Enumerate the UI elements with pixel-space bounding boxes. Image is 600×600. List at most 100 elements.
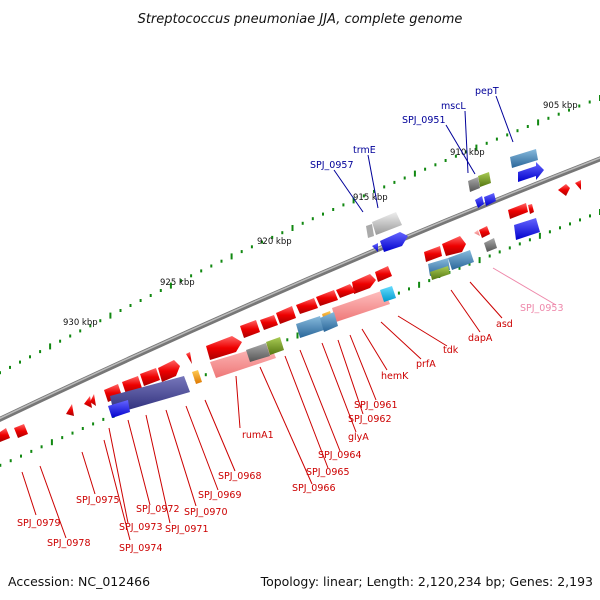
gene-pink-small[interactable] xyxy=(474,230,480,236)
scale-tick xyxy=(89,324,92,328)
gene-red-arrow-c[interactable] xyxy=(336,284,356,298)
gene-red-arrow-i[interactable] xyxy=(206,336,242,360)
gene-red-arrow-2[interactable] xyxy=(575,180,581,190)
gene-label-SPJ_0965[interactable]: SPJ_0965 xyxy=(306,467,350,478)
gene-red-arrow-a[interactable] xyxy=(352,274,376,294)
gene-label-SPJ_0966[interactable]: SPJ_0966 xyxy=(292,483,336,494)
gene-red-edge[interactable] xyxy=(0,428,10,442)
scale-labels: 905 kbp 910 kbp 915 kbp 920 kbp 925 kbp … xyxy=(63,101,578,328)
gene-steel-box-2[interactable] xyxy=(448,250,474,270)
gene-label-SPJ_0974[interactable]: SPJ_0974 xyxy=(119,543,163,554)
scale-tick xyxy=(588,100,591,104)
gene-label-SPJ_0970[interactable]: SPJ_0970 xyxy=(184,507,228,518)
gene-red-far-left[interactable] xyxy=(14,424,28,438)
gene-label-SPJ_0961[interactable]: SPJ_0961 xyxy=(354,400,398,411)
gene-red-arrow-g[interactable] xyxy=(260,315,278,330)
gene-red-box-2[interactable] xyxy=(528,204,534,214)
scale-tick xyxy=(92,422,95,426)
gene-label-trmE[interactable]: trmE xyxy=(353,145,376,156)
gene-label-SPJ_0971[interactable]: SPJ_0971 xyxy=(165,524,209,535)
map-title: Streptococcus pneumoniae JJA, complete g… xyxy=(138,12,463,27)
gene-pepT-arrow[interactable] xyxy=(518,162,544,182)
gene-red-arrow-h[interactable] xyxy=(240,320,260,338)
gene-red-box-asd[interactable] xyxy=(424,246,442,262)
gene-label-hemK[interactable]: hemK xyxy=(381,371,409,382)
gene-label-SPJ_0975[interactable]: SPJ_0975 xyxy=(76,495,120,506)
scale-tick xyxy=(61,436,64,440)
gene-blue-box-1[interactable] xyxy=(514,218,540,240)
gene-label-SPJ_0973[interactable]: SPJ_0973 xyxy=(119,522,163,533)
gene-mscL-gray[interactable] xyxy=(468,177,480,192)
gene-label-SPJ_0957[interactable]: SPJ_0957 xyxy=(310,160,354,171)
gene-label-glyA[interactable]: glyA xyxy=(348,432,369,443)
gene-label-asd[interactable]: asd xyxy=(496,319,513,330)
gene-label-dapA[interactable]: dapA xyxy=(468,333,493,344)
gene-gray-small-2[interactable] xyxy=(484,238,497,252)
gene-red-box-1[interactable] xyxy=(508,203,528,219)
gene-label-SPJ_0953[interactable]: SPJ_0953 xyxy=(520,303,564,314)
scale-tick xyxy=(190,274,193,278)
gene-red-arrow-k[interactable] xyxy=(140,368,160,386)
scale-tick xyxy=(261,240,263,244)
scale-tick xyxy=(488,254,491,258)
gene-blue-small-1[interactable] xyxy=(475,196,484,208)
gene-blue-small-2[interactable] xyxy=(484,193,496,206)
gene-label-tdk[interactable]: tdk xyxy=(443,345,459,356)
gene-navy-long[interactable] xyxy=(110,376,190,414)
gene-red-arrow-e[interactable] xyxy=(296,298,318,314)
scale-tick xyxy=(403,176,406,180)
genome-backbone-highlight xyxy=(0,157,600,420)
gene-olive-strip[interactable] xyxy=(430,266,450,280)
gene-label-SPJ_0979[interactable]: SPJ_0979 xyxy=(17,518,61,529)
gene-gray-mid[interactable] xyxy=(246,343,270,362)
gene-pink-long[interactable] xyxy=(332,290,390,322)
gene-blue-left[interactable] xyxy=(108,400,130,418)
scale-tick xyxy=(537,119,540,126)
gene-label-SPJ_0972[interactable]: SPJ_0972 xyxy=(136,504,180,515)
gene-trmE-gray-left[interactable] xyxy=(366,224,374,238)
scale-label-915: 915 kbp xyxy=(353,193,388,203)
gene-label-SPJ_0962[interactable]: SPJ_0962 xyxy=(348,414,392,425)
gene-red-tri-1[interactable] xyxy=(84,396,92,408)
scale-tick xyxy=(408,287,410,291)
gene-red-small-3[interactable] xyxy=(479,226,490,238)
gene-label-mscL[interactable]: mscL xyxy=(441,101,466,112)
gene-steel-box-4[interactable] xyxy=(320,312,338,332)
scale-tick xyxy=(0,463,2,467)
scale-tick xyxy=(281,231,284,235)
gene-red-arrow-1[interactable] xyxy=(558,184,570,196)
gene-red-arrow-d[interactable] xyxy=(316,290,338,306)
gene-cyan-box[interactable] xyxy=(380,286,396,302)
gene-blue-arrow-2[interactable] xyxy=(380,232,408,252)
gene-label-SPJ_0968[interactable]: SPJ_0968 xyxy=(218,471,262,482)
gene-pepT-box[interactable] xyxy=(510,149,538,168)
gene-red-arrow-j[interactable] xyxy=(158,360,180,382)
gene-label-SPJ_0969[interactable]: SPJ_0969 xyxy=(198,490,242,501)
gene-orange-left[interactable] xyxy=(192,370,202,384)
gene-red-arrow-b[interactable] xyxy=(375,266,392,282)
gene-label-SPJ_0978[interactable]: SPJ_0978 xyxy=(47,538,91,549)
gene-blue-small-3[interactable] xyxy=(372,243,378,252)
gene-steel-box-3[interactable] xyxy=(296,316,324,338)
scale-tick xyxy=(362,194,365,198)
gene-label-pepT[interactable]: pepT xyxy=(475,86,499,97)
gene-label-SPJ_0964[interactable]: SPJ_0964 xyxy=(318,450,362,461)
accession-text: Accession: NC_012466 xyxy=(8,574,150,589)
scale-tick xyxy=(548,230,551,234)
gene-red-tri-3[interactable] xyxy=(66,404,74,416)
gene-red-arrow-f[interactable] xyxy=(276,306,296,324)
gene-red-box-asd2[interactable] xyxy=(442,236,466,256)
scale-label-920: 920 kbp xyxy=(257,237,292,247)
gene-label-SPJ_0951[interactable]: SPJ_0951 xyxy=(402,115,446,126)
gene-SPJ_0951-olive[interactable] xyxy=(478,172,491,187)
gene-red-small-left[interactable] xyxy=(186,352,192,364)
scale-tick xyxy=(79,329,82,333)
gene-label-prfA[interactable]: prfA xyxy=(416,359,436,370)
gene-label-rumA1[interactable]: rumA1 xyxy=(242,430,274,441)
gene-trmE-light[interactable] xyxy=(372,212,402,235)
scale-tick xyxy=(291,225,294,231)
scale-tick xyxy=(418,281,421,288)
gene-red-tri-2[interactable] xyxy=(90,394,96,406)
gene-olive-mid[interactable] xyxy=(266,337,284,355)
scale-tick xyxy=(458,266,461,270)
